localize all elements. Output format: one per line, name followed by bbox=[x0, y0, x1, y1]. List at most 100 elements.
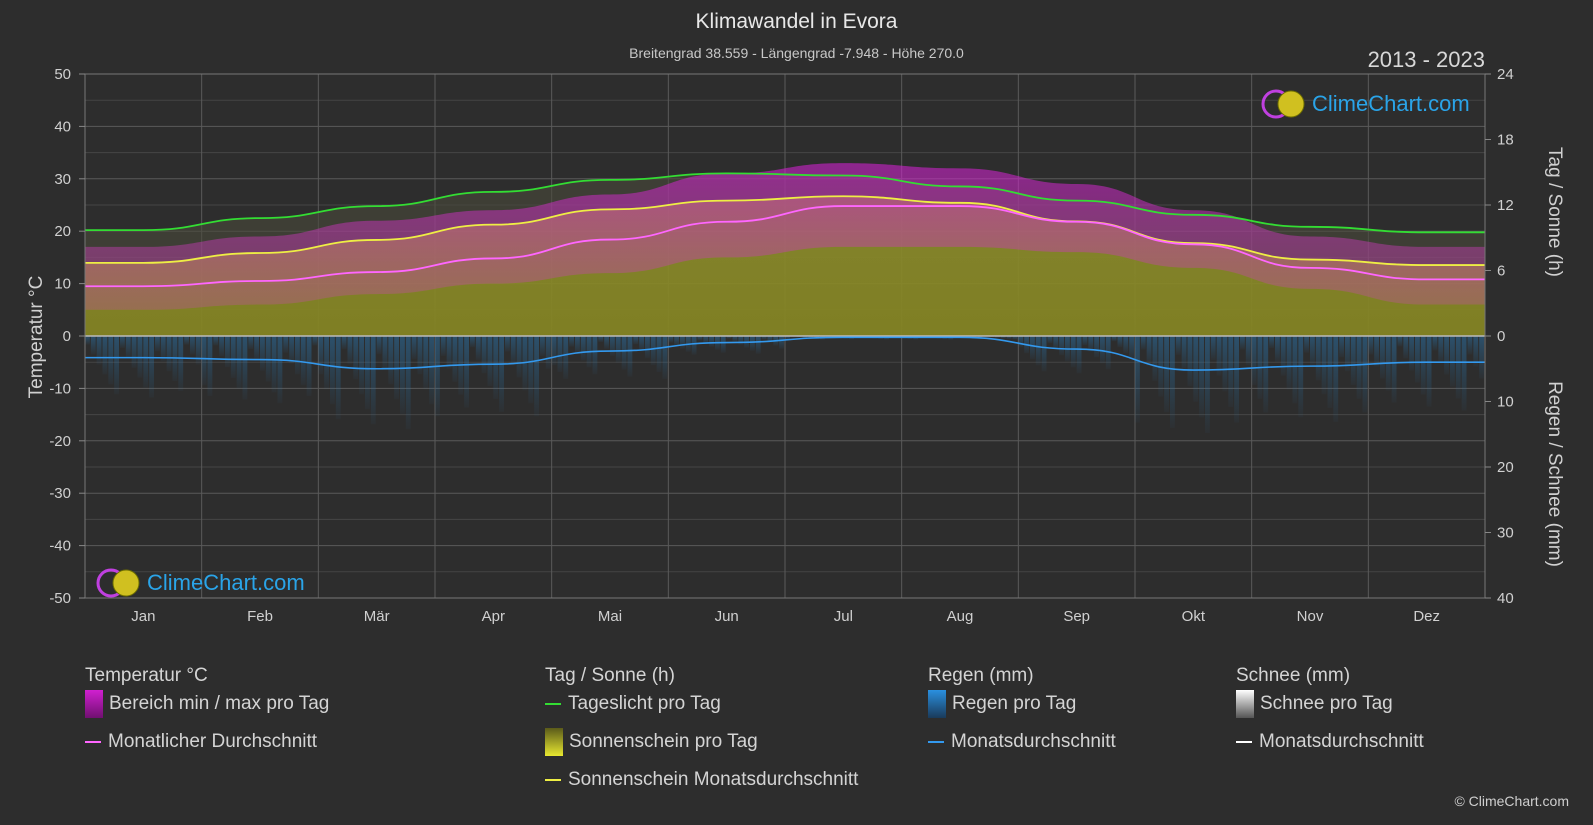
rain-bar bbox=[1444, 336, 1449, 375]
legend-temp-range: Bereich min / max pro Tag bbox=[85, 690, 329, 718]
rain-bar bbox=[347, 336, 353, 365]
year-range: 2013 - 2023 bbox=[1367, 47, 1485, 72]
rain-bar bbox=[697, 336, 703, 341]
y-axis-right-top-label: Tag / Sonne (h) bbox=[1544, 147, 1565, 277]
rain-bar bbox=[645, 336, 650, 359]
rain-bar bbox=[1070, 336, 1076, 368]
rain-bar bbox=[1362, 336, 1368, 413]
rain-bar bbox=[365, 336, 370, 410]
rain-bar bbox=[1012, 336, 1018, 340]
rain-bar bbox=[423, 336, 429, 390]
rain-bar bbox=[545, 336, 551, 369]
rain-bar bbox=[1275, 336, 1280, 362]
rain-bar bbox=[726, 336, 732, 339]
rain-bar bbox=[219, 336, 224, 357]
rain-bar bbox=[615, 336, 621, 363]
rain-bar bbox=[1473, 336, 1479, 367]
rain-bar bbox=[750, 336, 755, 351]
rain-bar bbox=[201, 336, 207, 386]
legend-temp-avg-label: Monatlicher Durchschnitt bbox=[108, 731, 318, 752]
rain-bar bbox=[1158, 336, 1164, 397]
climechart-logo-icon bbox=[96, 568, 140, 598]
rain-bar bbox=[149, 336, 154, 398]
rain-bar bbox=[306, 336, 312, 396]
rain-bar bbox=[236, 336, 242, 389]
rain-bar bbox=[1380, 336, 1385, 379]
rain-bar bbox=[1345, 336, 1350, 372]
legend-temp-avg: Monatlicher Durchschnitt bbox=[85, 731, 317, 753]
rain-bar bbox=[143, 336, 149, 388]
rain-bar bbox=[85, 336, 90, 345]
rain-bar bbox=[207, 336, 213, 396]
rain-bar bbox=[767, 336, 773, 343]
rain-bar bbox=[1199, 336, 1204, 418]
rain-bar bbox=[1280, 336, 1286, 376]
x-tick-label: Mai bbox=[598, 608, 622, 625]
climate-chart: 50 40 30 20 10 0 -10 -20 -30 -40 -50 24 18 12 6 0 10 20 30… bbox=[26, 66, 1565, 625]
rain-bar bbox=[1094, 336, 1099, 358]
x-tick-label: Apr bbox=[482, 608, 505, 625]
rain-bar bbox=[516, 336, 522, 378]
x-tick-label: Feb bbox=[247, 608, 273, 625]
rain-bar bbox=[1140, 336, 1146, 350]
sunshine-avg-swatch bbox=[545, 779, 561, 781]
rain-bar bbox=[575, 336, 580, 354]
legend-snow-day-label: Schnee pro Tag bbox=[1260, 693, 1393, 714]
rain-bar bbox=[1135, 336, 1140, 423]
rain-bar bbox=[1111, 336, 1117, 342]
rain-bar bbox=[108, 336, 114, 385]
legend-rain-avg: Monatsdurchschnitt bbox=[928, 731, 1116, 753]
snow-swatch bbox=[1236, 690, 1254, 718]
rain-bar bbox=[1455, 336, 1461, 399]
rain-bar bbox=[190, 336, 195, 355]
rain-bar bbox=[254, 336, 259, 360]
rain-bar bbox=[1164, 336, 1169, 413]
rain-bar bbox=[1251, 336, 1257, 385]
rain-bar bbox=[1339, 336, 1344, 358]
legend-sun-header: Tag / Sonne (h) bbox=[545, 665, 675, 686]
rain-bar bbox=[242, 336, 248, 400]
x-tick-label: Jan bbox=[131, 608, 155, 625]
logo-text: ClimeChart.com bbox=[1312, 91, 1470, 116]
rain-bar bbox=[295, 336, 300, 375]
legend-sunshine-label: Sonnenschein pro Tag bbox=[569, 731, 758, 752]
rain-bar bbox=[785, 336, 790, 340]
rain-bar bbox=[668, 336, 674, 343]
rain-bar bbox=[225, 336, 230, 368]
rain-bar bbox=[592, 336, 598, 375]
rain-bar bbox=[370, 336, 376, 425]
legend-sunshine: Sonnenschein pro Tag bbox=[545, 728, 758, 756]
rain-bar bbox=[353, 336, 359, 380]
rain-bar bbox=[131, 336, 137, 368]
rain-bar bbox=[569, 336, 574, 347]
y-left-tick-label: -20 bbox=[49, 433, 71, 450]
rain-bar bbox=[411, 336, 417, 360]
legend-daylight-label: Tageslicht pro Tag bbox=[568, 693, 721, 714]
legend-temp-range-label: Bereich min / max pro Tag bbox=[109, 693, 330, 714]
rain-bar bbox=[388, 336, 394, 385]
chart-lines bbox=[84, 172, 1485, 371]
legend-rain-day-label: Regen pro Tag bbox=[952, 693, 1077, 714]
rain-bar bbox=[1216, 336, 1222, 376]
x-tick-label: Okt bbox=[1182, 608, 1206, 625]
rain-bar bbox=[184, 336, 189, 345]
rain-bar bbox=[178, 336, 184, 391]
rain-bar bbox=[1100, 336, 1105, 364]
y-right-hours-tick-label: 6 bbox=[1497, 263, 1505, 280]
temp-range-swatch bbox=[85, 690, 103, 718]
y-left-tick-label: -50 bbox=[49, 590, 71, 607]
rain-bar bbox=[1018, 336, 1024, 348]
rain-bar bbox=[674, 336, 679, 346]
rain-bar bbox=[662, 336, 668, 379]
legend-daylight: Tageslicht pro Tag bbox=[545, 693, 721, 715]
copyright: © ClimeChart.com bbox=[1454, 793, 1569, 809]
rain-bar bbox=[1426, 336, 1432, 407]
rain-bar bbox=[995, 336, 1000, 338]
rain-bar bbox=[260, 336, 265, 371]
rain-bar bbox=[1041, 336, 1047, 372]
y-right-rain-tick-label: 40 bbox=[1497, 590, 1514, 607]
rain-bar bbox=[1228, 336, 1234, 407]
rain-bar bbox=[1205, 336, 1210, 433]
rain-bar bbox=[808, 336, 814, 339]
rain-bar bbox=[440, 336, 446, 356]
